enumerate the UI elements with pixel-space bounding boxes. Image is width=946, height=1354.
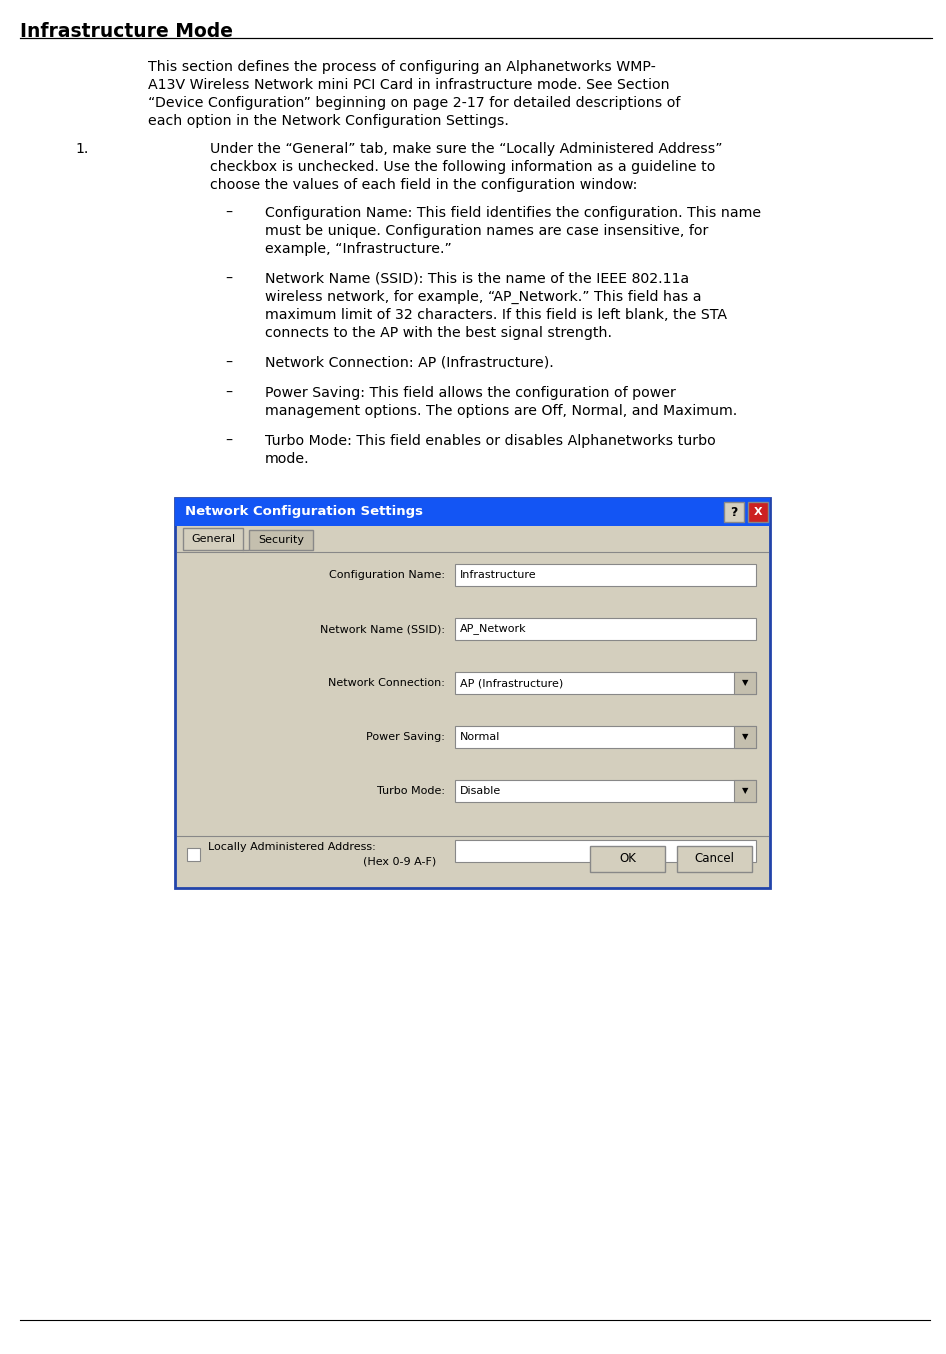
Text: (Hex 0-9 A-F): (Hex 0-9 A-F) [363,856,436,867]
Text: X: X [754,506,762,517]
Bar [748,502,768,523]
Text: mode.: mode. [265,452,309,466]
Text: ▼: ▼ [742,678,748,688]
Text: choose the values of each field in the configuration window:: choose the values of each field in the c… [210,177,638,192]
Text: Cancel: Cancel [694,853,734,865]
Text: Turbo Mode:: Turbo Mode: [377,787,445,796]
Text: This section defines the process of configuring an Alphanetworks WMP-: This section defines the process of conf… [148,60,656,74]
Text: 1.: 1. [75,142,88,156]
Text: ▼: ▼ [742,787,748,796]
Bar [175,498,770,888]
Bar [455,780,756,802]
Bar [455,565,756,586]
Bar [590,846,665,872]
Bar [187,848,200,861]
Bar [183,528,243,550]
Bar [455,617,756,640]
Text: checkbox is unchecked. Use the following information as a guideline to: checkbox is unchecked. Use the following… [210,160,715,175]
Bar [455,839,756,862]
Text: Network Name (SSID):: Network Name (SSID): [320,624,445,634]
Text: Configuration Name:: Configuration Name: [329,570,445,580]
Text: Network Connection: AP (Infrastructure).: Network Connection: AP (Infrastructure). [265,356,553,370]
Bar [677,846,752,872]
Text: Disable: Disable [460,787,501,796]
Text: “Device Configuration” beginning on page 2-17 for detailed descriptions of: “Device Configuration” beginning on page… [148,96,680,110]
Text: ?: ? [730,505,738,519]
Text: Configuration Name: This field identifies the configuration. This name: Configuration Name: This field identifie… [265,206,762,219]
Text: maximum limit of 32 characters. If this field is left blank, the STA: maximum limit of 32 characters. If this … [265,307,727,322]
Text: Power Saving: This field allows the configuration of power: Power Saving: This field allows the conf… [265,386,675,399]
Text: AP (Infrastructure): AP (Infrastructure) [460,678,563,688]
Text: each option in the Network Configuration Settings.: each option in the Network Configuration… [148,114,509,129]
Bar [175,498,770,525]
Text: AP_Network: AP_Network [460,624,527,635]
Text: –: – [225,356,232,370]
Text: Network Name (SSID): This is the name of the IEEE 802.11a: Network Name (SSID): This is the name of… [265,272,689,286]
Text: Infrastructure Mode: Infrastructure Mode [20,22,233,41]
Text: connects to the AP with the best signal strength.: connects to the AP with the best signal … [265,326,612,340]
Bar [734,726,756,747]
Text: Locally Administered Address:: Locally Administered Address: [208,842,376,852]
Text: –: – [225,435,232,448]
Text: A13V Wireless Network mini PCI Card in infrastructure mode. See Section: A13V Wireless Network mini PCI Card in i… [148,79,670,92]
Text: Network Connection:: Network Connection: [328,678,445,688]
Text: management options. The options are Off, Normal, and Maximum.: management options. The options are Off,… [265,403,737,418]
Text: Turbo Mode: This field enables or disables Alphanetworks turbo: Turbo Mode: This field enables or disabl… [265,435,716,448]
Text: –: – [225,206,232,219]
Bar [724,502,744,523]
Text: Network Configuration Settings: Network Configuration Settings [185,505,423,519]
Text: Security: Security [258,535,304,546]
Text: –: – [225,386,232,399]
Bar [455,726,756,747]
Bar [249,529,313,550]
Text: Infrastructure: Infrastructure [460,570,536,580]
Text: wireless network, for example, “AP_Network.” This field has a: wireless network, for example, “AP_Netwo… [265,290,702,305]
Text: must be unique. Configuration names are case insensitive, for: must be unique. Configuration names are … [265,223,709,238]
Text: Power Saving:: Power Saving: [366,733,445,742]
Text: example, “Infrastructure.”: example, “Infrastructure.” [265,242,452,256]
Text: Normal: Normal [460,733,500,742]
Text: –: – [225,272,232,286]
Text: Under the “General” tab, make sure the “Locally Administered Address”: Under the “General” tab, make sure the “… [210,142,723,156]
Text: General: General [191,533,235,544]
Bar [455,672,756,695]
Bar [734,672,756,695]
Text: OK: OK [619,853,636,865]
Bar [734,780,756,802]
Text: ▼: ▼ [742,733,748,742]
